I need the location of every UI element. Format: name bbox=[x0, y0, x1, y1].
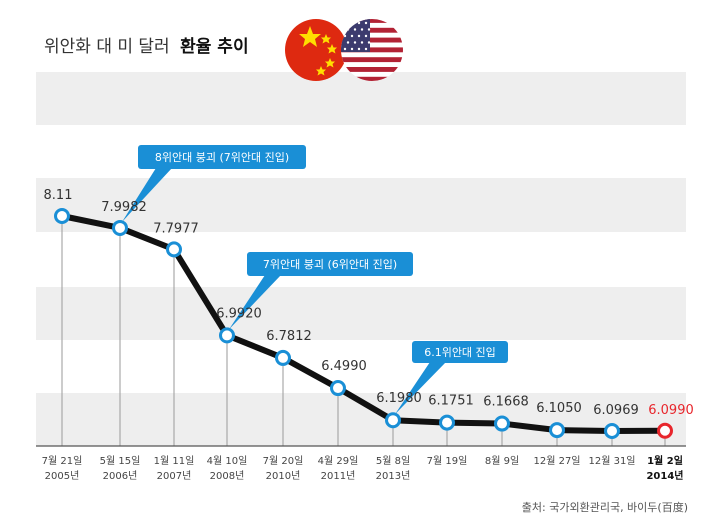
usa-flag-icon bbox=[341, 19, 403, 81]
value-label: 6.0990 bbox=[648, 403, 694, 418]
flag-star bbox=[343, 21, 347, 25]
value-labels: 8.11 7.9982 7.7977 6.9920 6.7812 6.4990 6.1980… bbox=[44, 188, 694, 418]
flag-star bbox=[360, 41, 364, 44]
flag-star bbox=[367, 41, 371, 44]
data-point bbox=[166, 241, 182, 258]
flag-stripe bbox=[341, 57, 403, 63]
x-tick-year: 2005년 bbox=[45, 470, 80, 482]
callout-text: 8위안대 붕괴 (7위안대 진입) bbox=[155, 151, 289, 164]
flag-star bbox=[353, 28, 357, 31]
callout-pointer bbox=[122, 168, 172, 222]
callout-pointer bbox=[229, 275, 281, 330]
x-tick-label: 1월 11일 bbox=[154, 455, 195, 467]
value-label: 6.0969 bbox=[593, 403, 639, 418]
callout: 6.1위안대 진입 bbox=[395, 341, 508, 415]
series-line bbox=[59, 213, 668, 434]
x-tick-year: 2006년 bbox=[103, 470, 138, 482]
value-label: 7.9982 bbox=[101, 200, 147, 215]
x-tick-label: 12월 31일 bbox=[588, 455, 635, 467]
x-tick-label: 5월 8일 bbox=[376, 455, 410, 467]
value-label: 6.1668 bbox=[483, 395, 529, 410]
source-note: 출처: 국가외환관리국, 바이두(百度) bbox=[522, 500, 688, 514]
flag-stripe bbox=[341, 47, 403, 53]
x-tick-year: 2007년 bbox=[157, 470, 192, 482]
chart-title: 위안화 대 미 달러 환율 추이 bbox=[44, 37, 249, 57]
x-tick-label: 8월 9일 bbox=[485, 455, 519, 467]
callouts: 8위안대 붕괴 (7위안대 진입) 7위안대 붕괴 (6위안대 진입) 6.1위안대… bbox=[122, 145, 508, 415]
grid-band bbox=[36, 287, 686, 340]
callout-text: 7위안대 붕괴 (6위안대 진입) bbox=[263, 258, 397, 271]
flag-stripe bbox=[341, 37, 403, 43]
callout-pointer bbox=[395, 362, 446, 415]
callout: 8위안대 붕괴 (7위안대 진입) bbox=[122, 145, 306, 222]
x-tick-label: 7월 19일 bbox=[427, 455, 468, 467]
flag-star bbox=[350, 34, 354, 38]
x-tick-year: 2011년 bbox=[321, 470, 356, 482]
flag-star bbox=[346, 41, 350, 44]
value-label: 6.4990 bbox=[321, 359, 367, 374]
flag-star bbox=[360, 28, 364, 31]
value-label: 6.1751 bbox=[428, 394, 474, 409]
flag-stripe bbox=[341, 19, 403, 23]
x-tick-labels: 7월 21일 2005년 5월 15일 2006년 1월 11일 2007년 4월 10일 2… bbox=[42, 454, 684, 482]
callout-box bbox=[138, 145, 306, 169]
flag-star bbox=[357, 21, 361, 25]
data-point bbox=[219, 327, 235, 344]
flag-star bbox=[350, 47, 354, 51]
x-tick-label: 7월 21일 bbox=[42, 455, 83, 467]
data-point bbox=[54, 208, 70, 224]
x-tick-year: 2013년 bbox=[376, 470, 411, 482]
value-label: 6.1980 bbox=[376, 391, 422, 406]
flag-stripe bbox=[341, 76, 403, 81]
x-tick-year: 2010년 bbox=[266, 470, 301, 482]
grid-band bbox=[36, 72, 686, 125]
data-point bbox=[275, 349, 291, 366]
title-bold: 환율 추이 bbox=[180, 37, 248, 57]
markers bbox=[54, 208, 673, 439]
value-label: 6.7812 bbox=[266, 329, 312, 344]
china-flag-icon bbox=[285, 19, 347, 81]
x-tick-label: 4월 29일 bbox=[318, 455, 359, 467]
x-tick-year: 2014년 bbox=[646, 469, 683, 482]
flag-star bbox=[343, 47, 347, 51]
value-label: 7.7977 bbox=[153, 221, 199, 236]
data-point bbox=[112, 219, 128, 236]
x-tick-label: 5월 15일 bbox=[100, 455, 141, 467]
callout: 7위안대 붕괴 (6위안대 진입) bbox=[229, 252, 413, 330]
x-tick-label: 1월 2일 bbox=[647, 454, 683, 467]
data-point-highlight bbox=[657, 422, 673, 439]
flag-star bbox=[343, 34, 347, 38]
flag-star bbox=[346, 28, 350, 31]
flag-star bbox=[364, 21, 368, 25]
flag-star bbox=[367, 28, 371, 31]
data-point bbox=[604, 423, 620, 439]
flag-star bbox=[364, 34, 368, 38]
series-polyline bbox=[59, 213, 668, 434]
value-label: 8.11 bbox=[44, 188, 73, 203]
flag-star bbox=[357, 47, 361, 51]
flag-star bbox=[364, 47, 368, 51]
data-point bbox=[494, 415, 510, 432]
callout-box bbox=[412, 341, 508, 363]
data-point bbox=[385, 412, 401, 429]
callout-box bbox=[247, 252, 413, 276]
value-label: 6.1050 bbox=[536, 401, 582, 416]
x-tick-label: 12월 27일 bbox=[533, 455, 580, 467]
data-point bbox=[549, 422, 565, 439]
value-label: 6.9920 bbox=[216, 306, 262, 321]
x-tick-label: 7월 20일 bbox=[263, 455, 304, 467]
x-tick-label: 4월 10일 bbox=[207, 455, 248, 467]
data-point bbox=[330, 380, 346, 397]
flag-star bbox=[357, 34, 361, 38]
title-prefix: 위안화 대 미 달러 bbox=[44, 37, 170, 57]
flag-star bbox=[350, 21, 354, 25]
data-point bbox=[439, 414, 455, 431]
x-tick-year: 2008년 bbox=[210, 470, 245, 482]
flag-stripe bbox=[341, 27, 403, 33]
callout-text: 6.1위안대 진입 bbox=[424, 346, 496, 359]
flag-star bbox=[353, 41, 357, 44]
flag-stripe bbox=[341, 67, 403, 72]
